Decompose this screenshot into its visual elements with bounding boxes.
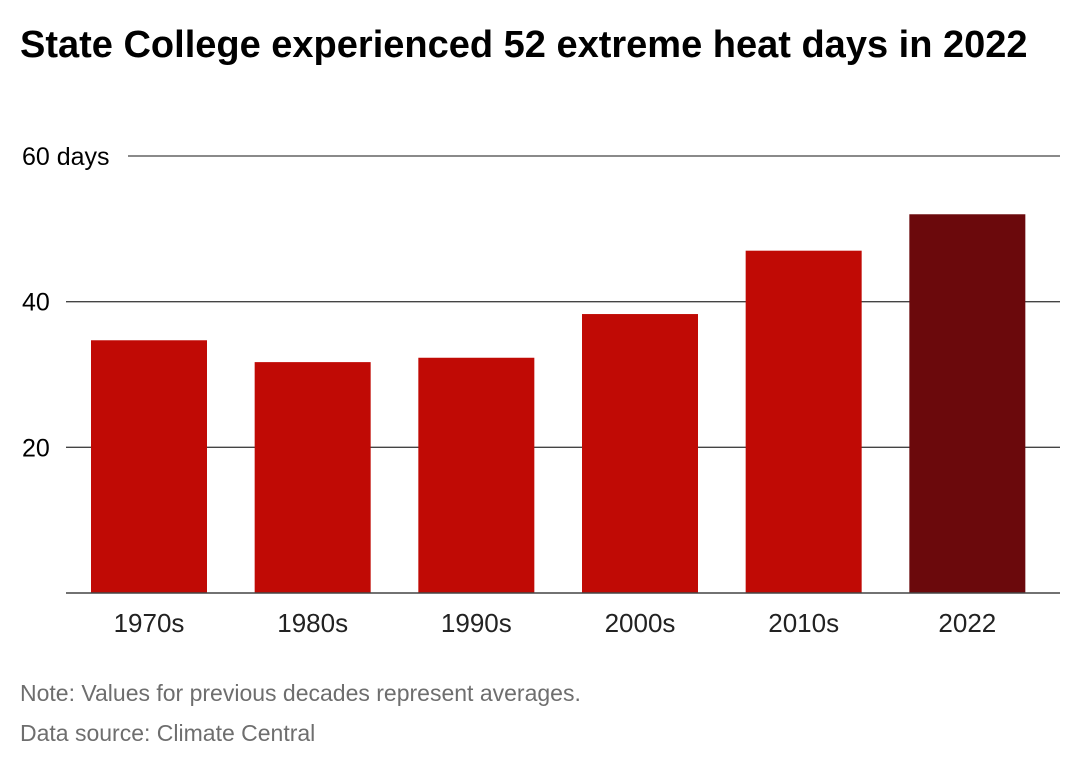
y-tick-label: 20: [22, 434, 50, 462]
bar-2000s: [582, 314, 698, 593]
bar-1970s: [91, 340, 207, 593]
bars: [91, 214, 1026, 593]
bar-1980s: [254, 362, 371, 593]
gridlines: [66, 155, 1060, 448]
y-tick-label: 40: [22, 289, 50, 317]
chart-title: State College experienced 52 extreme hea…: [20, 24, 1028, 66]
bar-1990s: [418, 357, 535, 593]
x-tick-label: 1990s: [441, 608, 512, 638]
x-tick-label: 1970s: [114, 608, 185, 638]
x-axis-ticks: 1970s 1980s 1990s 2000s 2010s 2022: [114, 608, 997, 638]
x-tick-label: 2022: [938, 608, 996, 638]
x-tick-label: 2010s: [768, 608, 839, 638]
bar-2022: [909, 214, 1026, 593]
y-tick-label: 60 days: [22, 143, 110, 171]
y-axis-ticks: 20 40 60 days: [22, 143, 110, 462]
data-source: Data source: Climate Central: [20, 720, 316, 746]
bar-2010s: [745, 250, 862, 593]
bar-chart: 20 40 60 days 1970s 1980s 1990s 2000s 2010s 202…: [22, 143, 1060, 638]
x-tick-label: 1980s: [277, 608, 348, 638]
x-tick-label: 2000s: [605, 608, 676, 638]
chart-note: Note: Values for previous decades repres…: [20, 680, 581, 706]
